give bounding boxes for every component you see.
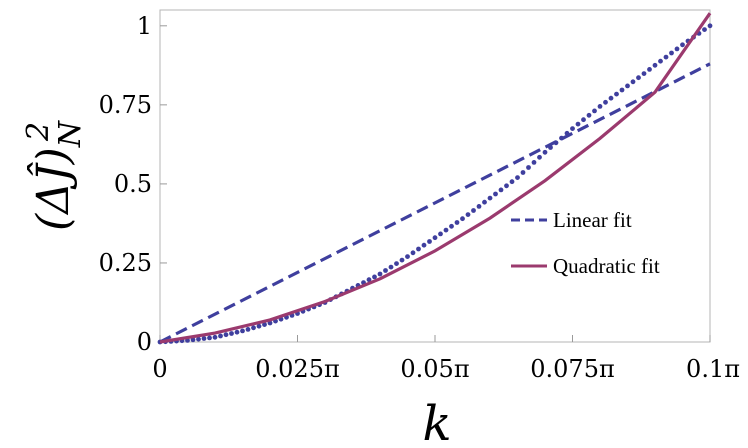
data-point bbox=[625, 83, 630, 89]
data-point bbox=[493, 191, 498, 197]
data-point bbox=[531, 160, 537, 165]
data-point bbox=[190, 337, 196, 343]
y-label-subscript: N bbox=[53, 119, 88, 148]
data-point bbox=[438, 231, 443, 237]
y-tick-label: 0.75 bbox=[99, 91, 152, 119]
data-point bbox=[658, 58, 663, 64]
legend: Linear fit Quadratic fit bbox=[511, 208, 660, 278]
data-point bbox=[542, 149, 548, 155]
x-tick-label: 0.05π bbox=[400, 355, 469, 383]
y-label-delta: Δ bbox=[28, 182, 79, 216]
series-layer bbox=[157, 12, 713, 345]
y-tick-label: 0 bbox=[137, 328, 152, 356]
data-point bbox=[388, 264, 394, 270]
data-point bbox=[652, 62, 658, 68]
svg-text:(ΔĴ)N2: (ΔĴ)N2 bbox=[21, 119, 88, 231]
data-point bbox=[262, 322, 267, 327]
data-point bbox=[575, 121, 581, 127]
y-label-open-paren: ( bbox=[28, 213, 79, 231]
data-point bbox=[234, 329, 240, 335]
data-point bbox=[592, 108, 597, 114]
data-point bbox=[663, 54, 669, 60]
legend-label-quadratic-fit: Quadratic fit bbox=[553, 254, 660, 278]
data-point bbox=[421, 242, 427, 248]
x-axis-ticks: 0 0.025π 0.05π 0.075π 0.1π bbox=[152, 335, 740, 383]
data-point bbox=[707, 23, 713, 29]
data-point bbox=[443, 227, 449, 233]
data-point bbox=[465, 212, 471, 218]
data-point bbox=[471, 208, 476, 213]
data-point bbox=[245, 327, 251, 332]
data-point bbox=[619, 87, 625, 93]
quadratic-fit-line bbox=[159, 12, 712, 344]
legend-label-linear-fit: Linear fit bbox=[553, 208, 632, 232]
data-point bbox=[416, 246, 421, 252]
data-point bbox=[256, 323, 262, 329]
data-point bbox=[597, 104, 603, 109]
data-point bbox=[647, 67, 652, 72]
linear-fit-line bbox=[159, 62, 711, 344]
y-tick-label: 0.25 bbox=[99, 249, 152, 277]
data-point bbox=[636, 75, 641, 81]
y-tick-label: 0.5 bbox=[114, 170, 152, 198]
x-tick-label: 0.1π bbox=[686, 355, 740, 383]
data-point bbox=[449, 223, 454, 229]
data-point bbox=[498, 187, 504, 193]
data-point bbox=[372, 274, 377, 280]
data-point bbox=[427, 239, 432, 244]
data-point bbox=[526, 165, 531, 170]
data-point bbox=[586, 112, 592, 118]
y-label-superscript: 2 bbox=[21, 122, 56, 142]
data-point bbox=[394, 261, 399, 266]
data-point bbox=[669, 50, 674, 56]
data-point bbox=[476, 204, 482, 209]
y-tick-label: 1 bbox=[137, 12, 152, 40]
y-axis-label: (ΔĴ)N2 bbox=[21, 119, 88, 231]
data-point bbox=[223, 332, 229, 338]
data-point bbox=[410, 250, 416, 256]
data-point bbox=[212, 334, 218, 340]
data-point bbox=[377, 271, 383, 277]
data-point bbox=[570, 126, 575, 131]
data-point bbox=[537, 154, 542, 160]
data-point bbox=[702, 27, 707, 32]
data-point bbox=[487, 195, 493, 201]
data-point bbox=[504, 183, 509, 189]
data-point bbox=[614, 91, 619, 97]
data-point bbox=[432, 235, 438, 241]
data-point bbox=[366, 277, 372, 283]
data-point bbox=[251, 325, 256, 331]
data-point bbox=[454, 220, 460, 225]
data-point bbox=[608, 95, 614, 101]
data-point bbox=[515, 175, 520, 181]
data-point bbox=[641, 71, 647, 76]
x-tick-label: 0 bbox=[152, 355, 167, 383]
data-point bbox=[399, 257, 405, 263]
data-point bbox=[218, 333, 223, 339]
data-point bbox=[196, 336, 201, 342]
x-tick-label: 0.025π bbox=[255, 355, 339, 383]
data-point bbox=[383, 268, 388, 273]
x-axis-label: k bbox=[422, 396, 451, 448]
plot-frame bbox=[159, 9, 711, 343]
data-point bbox=[680, 42, 685, 48]
data-point bbox=[207, 335, 212, 341]
y-label-close-paren: ) bbox=[28, 147, 79, 165]
data-point bbox=[240, 328, 245, 334]
y-axis-ticks: 0 0.25 0.5 0.75 1 bbox=[99, 12, 167, 356]
data-point bbox=[229, 331, 234, 336]
x-tick-label: 0.075π bbox=[530, 355, 614, 383]
data-point bbox=[581, 117, 586, 123]
data-point bbox=[509, 179, 515, 185]
data-point bbox=[482, 199, 487, 205]
data-point bbox=[603, 99, 608, 105]
data-point bbox=[460, 216, 465, 222]
data-point bbox=[201, 336, 207, 341]
data-point bbox=[520, 170, 526, 175]
data-point bbox=[405, 254, 410, 259]
data-point bbox=[630, 79, 636, 85]
data-point bbox=[674, 46, 680, 52]
